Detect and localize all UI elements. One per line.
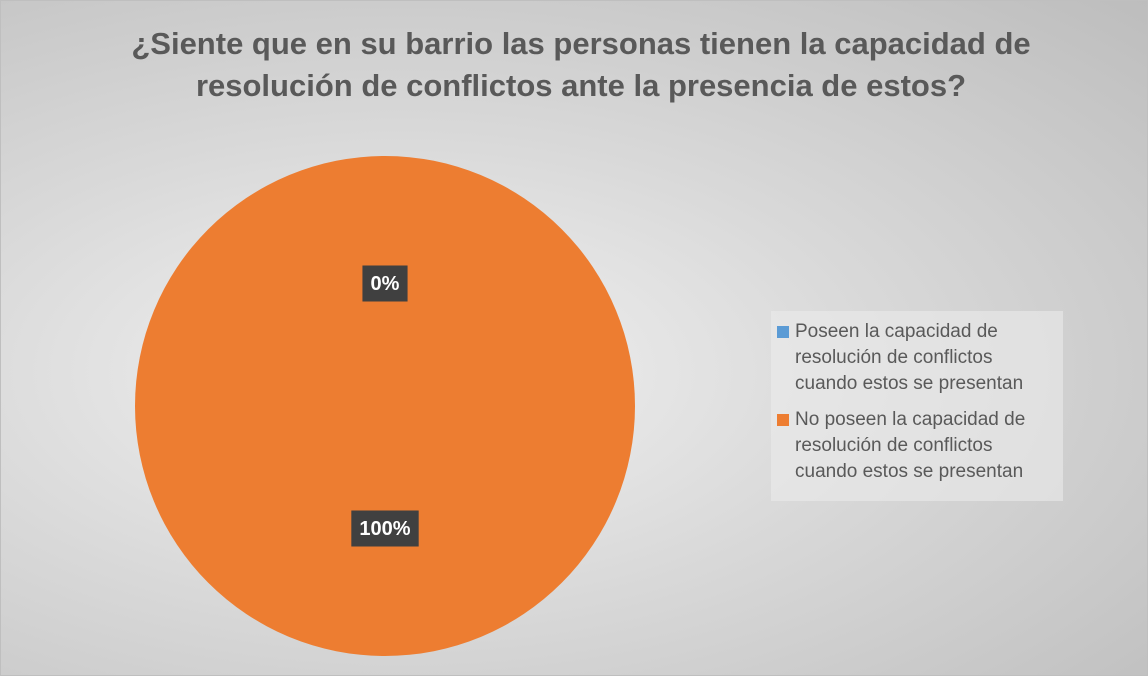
data-label: 100% <box>359 518 410 540</box>
data-label-box <box>362 265 408 302</box>
data-label-box <box>351 510 419 547</box>
data-label-group: 100% <box>351 510 419 547</box>
data-label: 0% <box>371 273 400 295</box>
legend-swatch <box>777 414 789 426</box>
legend-swatch <box>777 326 789 338</box>
pie-slice <box>135 156 635 656</box>
legend-label: Poseen la capacidad de resolución de con… <box>795 321 1024 394</box>
chart-title: ¿Siente que en su barrio las personas ti… <box>131 26 1031 103</box>
legend: Poseen la capacidad de resolución de con… <box>771 311 1063 501</box>
legend-label: No poseen la capacidad de resolución de … <box>795 409 1026 482</box>
legend-item: Poseen la capacidad de resolución de con… <box>777 319 1057 397</box>
data-label-group: 0% <box>362 265 408 302</box>
legend-item: No poseen la capacidad de resolución de … <box>777 407 1057 485</box>
